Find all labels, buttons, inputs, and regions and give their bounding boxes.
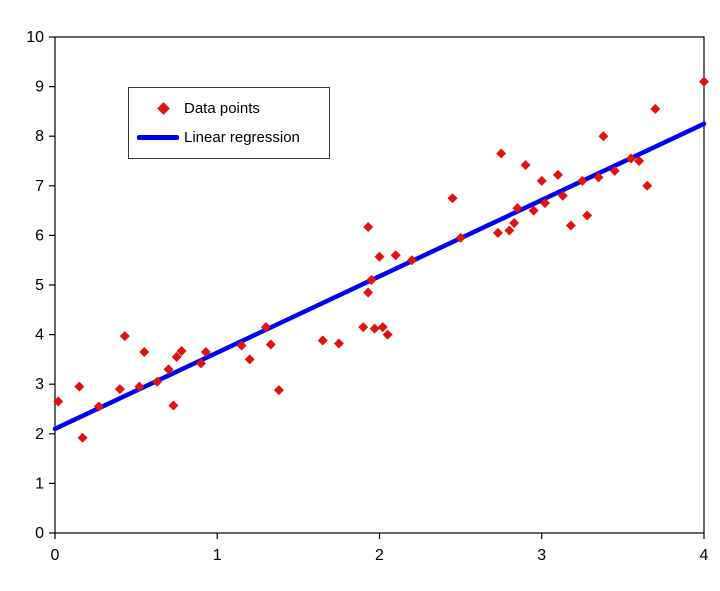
data-point bbox=[642, 180, 653, 191]
y-tick-label: 8 bbox=[35, 128, 44, 145]
x-tick-label: 2 bbox=[375, 547, 384, 564]
y-tick-label: 0 bbox=[35, 525, 44, 542]
y-tick-label: 2 bbox=[35, 426, 44, 443]
y-tick-label: 6 bbox=[35, 227, 44, 244]
data-point bbox=[512, 203, 523, 214]
data-point bbox=[168, 400, 179, 411]
data-point bbox=[598, 131, 609, 142]
data-point bbox=[77, 432, 88, 443]
data-point bbox=[333, 338, 344, 349]
data-point bbox=[650, 103, 661, 114]
data-point bbox=[317, 335, 328, 346]
y-tick-label: 7 bbox=[35, 178, 44, 195]
data-point bbox=[455, 232, 466, 243]
data-point bbox=[593, 172, 604, 183]
data-point bbox=[236, 340, 247, 351]
legend-item-regression: Linear regression bbox=[129, 123, 329, 152]
data-point bbox=[509, 218, 520, 228]
data-point bbox=[582, 210, 593, 221]
data-point bbox=[504, 225, 515, 236]
y-tick-label: 1 bbox=[35, 475, 44, 492]
data-point bbox=[577, 175, 588, 186]
data-point bbox=[363, 221, 374, 232]
legend-label-data-points: Data points bbox=[184, 100, 260, 117]
x-tick-label: 1 bbox=[213, 547, 222, 564]
data-point bbox=[699, 76, 709, 87]
data-point bbox=[244, 354, 255, 365]
data-point bbox=[492, 227, 503, 238]
x-tick-label: 4 bbox=[700, 547, 709, 564]
legend: Data points Linear regression bbox=[128, 87, 330, 159]
data-point bbox=[377, 322, 388, 333]
data-point bbox=[363, 287, 374, 298]
data-point bbox=[557, 190, 568, 201]
data-point bbox=[528, 205, 539, 216]
data-point bbox=[53, 396, 64, 407]
data-point bbox=[625, 153, 636, 164]
data-point bbox=[539, 198, 550, 209]
data-point bbox=[496, 148, 507, 159]
data-point bbox=[176, 345, 187, 356]
data-point bbox=[273, 385, 284, 396]
data-point bbox=[382, 329, 393, 340]
data-point bbox=[369, 323, 380, 334]
data-point bbox=[265, 339, 276, 350]
data-point bbox=[358, 322, 369, 333]
data-point bbox=[609, 165, 620, 176]
regression-line bbox=[52, 121, 707, 432]
line-marker-icon bbox=[137, 135, 179, 140]
y-tick-label: 5 bbox=[35, 277, 44, 294]
x-tick-label: 3 bbox=[537, 547, 546, 564]
data-point bbox=[374, 251, 385, 262]
data-point bbox=[93, 401, 104, 412]
legend-item-data-points: Data points bbox=[129, 94, 329, 123]
data-point bbox=[119, 331, 130, 342]
data-point bbox=[634, 156, 645, 166]
data-point bbox=[552, 169, 563, 180]
data-point bbox=[163, 364, 174, 375]
data-point bbox=[260, 322, 271, 333]
data-point bbox=[390, 250, 401, 261]
y-tick-label: 3 bbox=[35, 376, 44, 393]
x-tick-label: 0 bbox=[51, 547, 60, 564]
data-point bbox=[196, 358, 207, 369]
diamond-marker-icon bbox=[157, 102, 170, 115]
data-point bbox=[139, 346, 150, 357]
data-point bbox=[74, 381, 85, 392]
y-tick-label: 4 bbox=[35, 327, 44, 344]
data-point bbox=[171, 351, 182, 362]
data-point bbox=[565, 220, 576, 231]
data-point bbox=[366, 275, 377, 286]
y-tick-label: 9 bbox=[35, 79, 44, 96]
data-point bbox=[134, 381, 145, 392]
data-point bbox=[152, 376, 163, 387]
data-point bbox=[520, 159, 531, 170]
data-point bbox=[447, 193, 458, 204]
legend-label-regression: Linear regression bbox=[184, 129, 300, 146]
data-point bbox=[406, 255, 417, 266]
data-point bbox=[536, 175, 547, 186]
data-point bbox=[114, 384, 125, 395]
data-point bbox=[200, 346, 211, 357]
y-tick-label: 10 bbox=[26, 29, 44, 46]
